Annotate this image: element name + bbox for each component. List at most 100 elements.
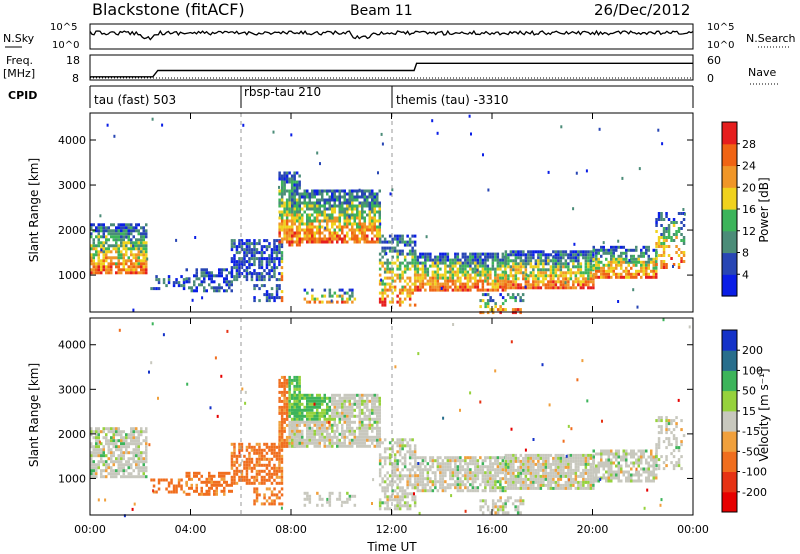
heatmap-cell bbox=[213, 489, 216, 493]
heatmap-cell bbox=[110, 256, 113, 260]
heatmap-cell bbox=[140, 427, 143, 431]
heatmap-cell bbox=[200, 271, 203, 275]
heatmap-cell bbox=[294, 193, 297, 197]
heatmap-cell bbox=[278, 189, 281, 193]
heatmap-cell bbox=[393, 489, 397, 493]
heatmap-cell bbox=[290, 186, 294, 190]
heatmap-cell bbox=[522, 471, 525, 475]
heatmap-cell bbox=[306, 494, 309, 498]
heatmap-cell bbox=[145, 232, 148, 236]
heatmap-cell bbox=[636, 305, 639, 309]
heatmap-cell bbox=[155, 278, 158, 282]
heatmap-cell bbox=[348, 396, 351, 400]
heatmap-cell bbox=[97, 223, 100, 227]
heatmap-cell bbox=[306, 491, 309, 495]
heatmap-cell bbox=[102, 226, 105, 230]
heatmap-cell bbox=[303, 497, 307, 501]
heatmap-cell bbox=[564, 274, 568, 278]
heatmap-cell bbox=[130, 475, 133, 479]
heatmap-cell bbox=[547, 280, 550, 284]
heatmap-cell bbox=[97, 433, 100, 437]
heatmap-cell bbox=[431, 456, 435, 460]
heatmap-cell bbox=[142, 439, 145, 443]
heatmap-cell bbox=[600, 248, 603, 252]
heatmap-cell bbox=[346, 405, 349, 409]
heatmap-cell bbox=[167, 275, 171, 279]
heatmap-cell bbox=[348, 222, 351, 226]
heatmap-cell bbox=[323, 414, 326, 418]
heatmap-cell bbox=[306, 393, 309, 397]
heatmap-cell bbox=[509, 253, 513, 257]
heatmap-cell bbox=[333, 441, 336, 445]
heatmap-cell bbox=[298, 192, 301, 196]
heatmap-cell bbox=[469, 267, 472, 271]
heatmap-cell bbox=[522, 462, 525, 466]
heatmap-cell bbox=[115, 457, 118, 461]
heatmap-cell bbox=[421, 267, 425, 271]
heatmap-cell bbox=[303, 195, 306, 199]
heatmap-cell bbox=[675, 245, 678, 248]
heatmap-cell bbox=[557, 256, 560, 260]
heatmap-cell bbox=[285, 171, 289, 175]
heatmap-cell bbox=[127, 472, 130, 476]
heatmap-cell bbox=[135, 244, 138, 248]
heatmap-cell bbox=[544, 268, 548, 272]
heatmap-cell bbox=[102, 235, 105, 239]
heatmap-cell bbox=[278, 245, 281, 249]
heatmap-cell bbox=[145, 223, 148, 227]
heatmap-cell bbox=[311, 411, 314, 415]
heatmap-cell bbox=[396, 255, 399, 259]
heatmap-cell bbox=[393, 462, 397, 466]
heatmap-cell bbox=[539, 465, 543, 469]
heatmap-cell bbox=[386, 507, 389, 511]
heatmap-cell bbox=[414, 285, 417, 289]
heatmap-cell bbox=[640, 254, 643, 258]
heatmap-cell bbox=[343, 195, 346, 199]
heatmap-cell bbox=[584, 250, 588, 254]
heatmap-cell bbox=[298, 387, 301, 391]
heatmap-cell bbox=[220, 268, 223, 272]
heatmap-cell bbox=[120, 238, 123, 242]
heatmap-cell bbox=[250, 445, 254, 449]
heatmap-cell bbox=[338, 494, 342, 498]
heatmap-cell bbox=[353, 435, 356, 439]
heatmap-cell bbox=[298, 219, 301, 223]
heatmap-cell bbox=[125, 469, 128, 473]
heatmap-cell bbox=[220, 483, 223, 487]
heatmap-cell bbox=[378, 507, 382, 511]
heatmap-cell bbox=[371, 189, 374, 193]
heatmap-cell bbox=[278, 284, 281, 288]
heatmap-cell bbox=[338, 192, 341, 196]
heatmap-cell bbox=[446, 459, 450, 463]
heatmap-cell bbox=[157, 281, 161, 285]
heatmap-cell bbox=[137, 244, 140, 248]
heatmap-cell bbox=[258, 463, 261, 467]
heatmap-cell bbox=[552, 486, 555, 490]
heatmap-cell bbox=[429, 282, 432, 286]
heatmap-cell bbox=[275, 469, 279, 473]
heatmap-cell bbox=[496, 480, 500, 484]
heatmap-cell bbox=[318, 426, 321, 430]
heatmap-cell bbox=[582, 256, 585, 260]
heatmap-cell bbox=[489, 282, 492, 286]
heatmap-cell bbox=[338, 198, 341, 202]
y-tick-label: 2000 bbox=[58, 224, 86, 237]
heatmap-cell bbox=[110, 271, 113, 275]
heatmap-cell bbox=[348, 444, 351, 448]
heatmap-cell bbox=[469, 252, 472, 256]
heatmap-cell bbox=[466, 456, 470, 460]
heatmap-cell bbox=[137, 475, 140, 479]
heatmap-cell bbox=[484, 273, 487, 277]
heatmap-cell bbox=[371, 240, 374, 244]
heatmap-cell bbox=[489, 267, 492, 271]
heatmap-cell bbox=[353, 402, 356, 406]
heatmap-cell bbox=[223, 471, 226, 475]
heatmap-cell bbox=[391, 492, 394, 496]
heatmap-cell bbox=[363, 393, 366, 397]
heatmap-cell bbox=[431, 465, 435, 469]
heatmap-cell bbox=[346, 414, 349, 418]
heatmap-cell bbox=[582, 286, 585, 290]
heatmap-cell bbox=[519, 299, 522, 303]
heatmap-cell bbox=[278, 451, 281, 455]
heatmap-cell bbox=[532, 268, 535, 272]
